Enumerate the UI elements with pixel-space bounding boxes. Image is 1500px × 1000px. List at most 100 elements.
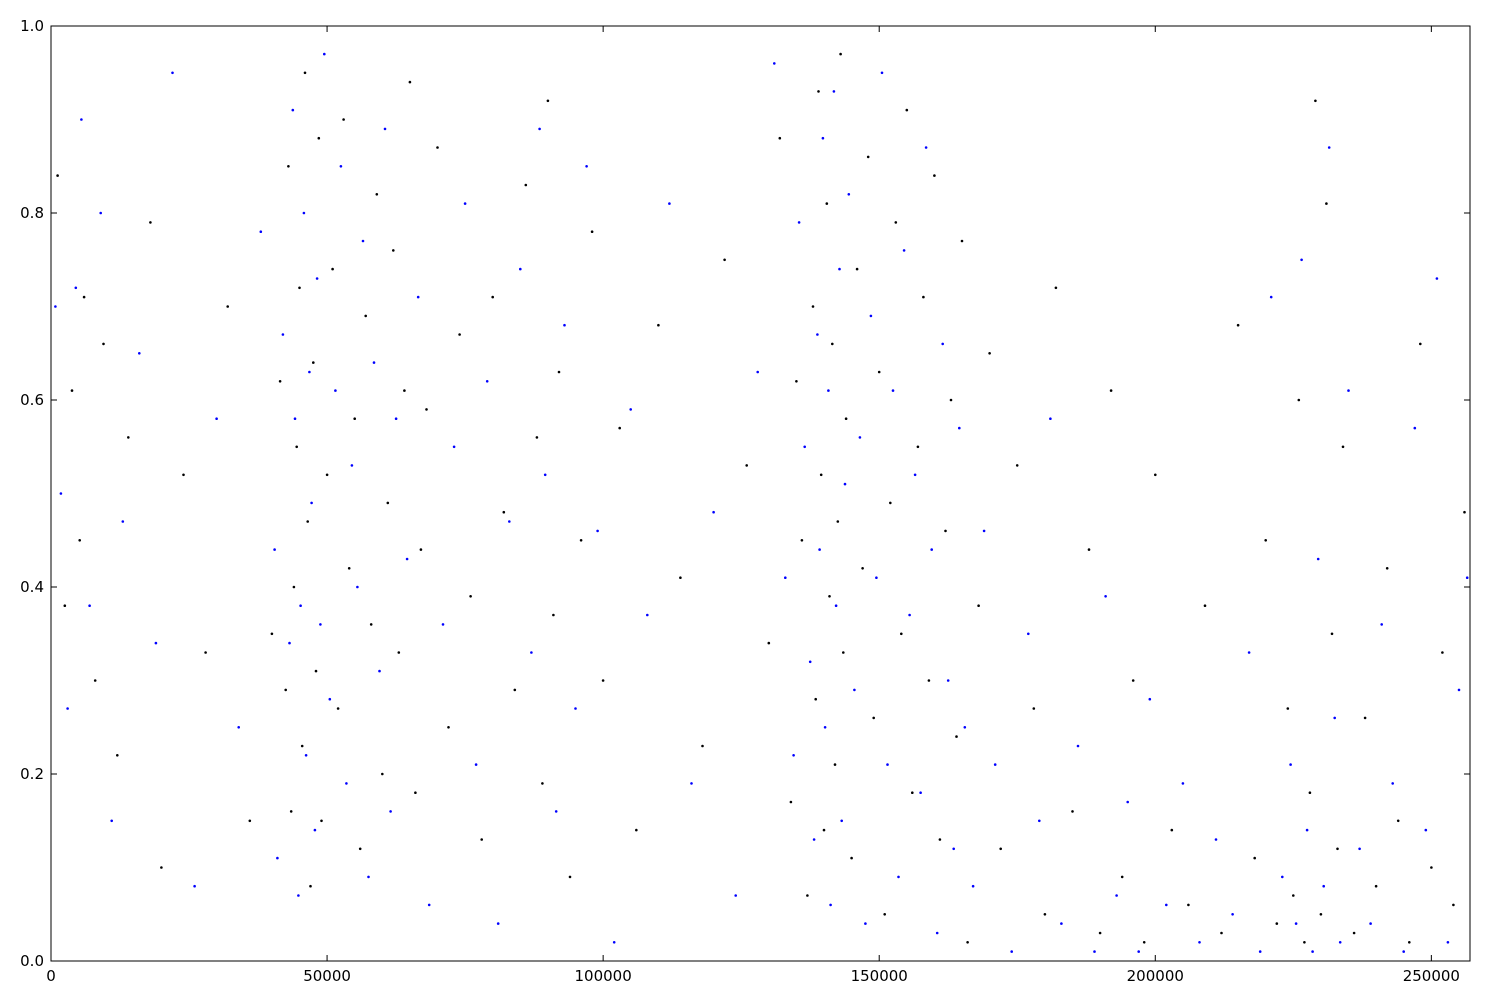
- data-point: [1049, 417, 1052, 421]
- data-point: [524, 183, 528, 187]
- data-point: [844, 417, 848, 421]
- data-point: [646, 613, 649, 617]
- data-point: [284, 688, 288, 692]
- data-point: [1098, 931, 1102, 935]
- data-point: [825, 202, 829, 205]
- data-point: [80, 118, 83, 121]
- data-point: [403, 389, 406, 392]
- data-point: [339, 165, 343, 168]
- data-point: [946, 679, 950, 682]
- data-point: [866, 155, 870, 159]
- data-point: [287, 165, 290, 168]
- data-point: [295, 445, 299, 449]
- data-point: [1363, 716, 1367, 720]
- data-point: [485, 380, 489, 383]
- axis-tick-labels: 0 50000 100000 150000 200000 250000 0.0 0.2 0.4 0…: [20, 17, 1460, 985]
- data-point: [1435, 277, 1439, 280]
- data-point: [88, 604, 91, 607]
- data-point: [427, 903, 431, 907]
- data-point: [847, 193, 851, 196]
- data-point: [441, 623, 445, 626]
- data-point: [149, 221, 152, 224]
- data-point: [829, 903, 832, 907]
- data-point: [463, 202, 467, 205]
- data-point: [474, 763, 478, 766]
- data-point: [436, 146, 439, 149]
- data-point: [1142, 941, 1146, 944]
- data-point: [812, 838, 816, 841]
- data-point: [288, 641, 291, 645]
- data-point: [116, 754, 119, 757]
- data-point: [1154, 473, 1157, 477]
- axis-ticks: [50, 25, 1470, 962]
- data-point: [952, 847, 955, 851]
- data-point: [1181, 782, 1185, 785]
- data-point: [1236, 323, 1240, 327]
- data-point: [353, 417, 357, 421]
- data-point: [1220, 931, 1223, 935]
- data-point: [1385, 567, 1389, 570]
- data-point: [1137, 950, 1140, 953]
- data-point: [977, 604, 980, 607]
- data-point: [447, 726, 450, 729]
- data-point: [803, 445, 806, 449]
- data-point: [1303, 941, 1306, 944]
- data-point: [833, 763, 837, 766]
- data-point: [1093, 950, 1096, 953]
- data-point: [1391, 782, 1394, 785]
- data-point: [345, 782, 348, 785]
- data-point: [334, 389, 337, 392]
- data-point: [59, 492, 63, 495]
- data-point: [894, 221, 898, 224]
- data-point: [215, 417, 218, 421]
- data-point: [958, 426, 961, 430]
- data-point: [469, 595, 472, 598]
- data-point: [1198, 941, 1201, 944]
- data-point: [712, 510, 715, 514]
- data-point: [328, 697, 332, 701]
- data-point: [138, 352, 141, 355]
- data-point: [557, 370, 561, 374]
- data-point: [1347, 389, 1350, 392]
- data-point: [375, 193, 379, 196]
- data-point: [160, 866, 163, 869]
- data-point: [816, 333, 819, 336]
- data-point: [839, 52, 842, 56]
- x-tick-label: 150000: [851, 967, 908, 985]
- data-point: [690, 782, 693, 785]
- data-point: [1338, 941, 1342, 944]
- y-tick-label: 0.4: [20, 578, 44, 596]
- y-tick-label: 0.0: [20, 952, 44, 970]
- data-point: [1131, 679, 1135, 682]
- data-point: [850, 856, 853, 860]
- data-point: [1465, 576, 1469, 579]
- data-point: [99, 211, 102, 215]
- data-point: [949, 398, 953, 402]
- data-point: [828, 595, 831, 598]
- data-point: [508, 520, 511, 523]
- data-point: [293, 417, 297, 421]
- data-point: [1336, 847, 1339, 851]
- data-point: [806, 894, 809, 897]
- data-point: [121, 520, 125, 523]
- data-point: [171, 71, 174, 75]
- data-point: [993, 763, 997, 766]
- data-point: [913, 473, 917, 477]
- data-point: [1341, 445, 1345, 449]
- data-point: [911, 791, 914, 794]
- data-point: [823, 726, 827, 729]
- data-point: [842, 651, 845, 654]
- data-point: [1430, 866, 1433, 869]
- data-point: [299, 604, 302, 607]
- data-point: [629, 408, 632, 411]
- data-point: [1038, 819, 1041, 823]
- data-point: [657, 323, 660, 327]
- data-point: [1087, 548, 1091, 551]
- x-tick-label: 100000: [575, 967, 632, 985]
- data-point: [563, 323, 566, 327]
- data-point: [886, 763, 889, 766]
- data-point: [419, 548, 423, 551]
- data-point: [74, 286, 78, 290]
- data-point: [1126, 800, 1129, 804]
- data-point: [944, 529, 947, 533]
